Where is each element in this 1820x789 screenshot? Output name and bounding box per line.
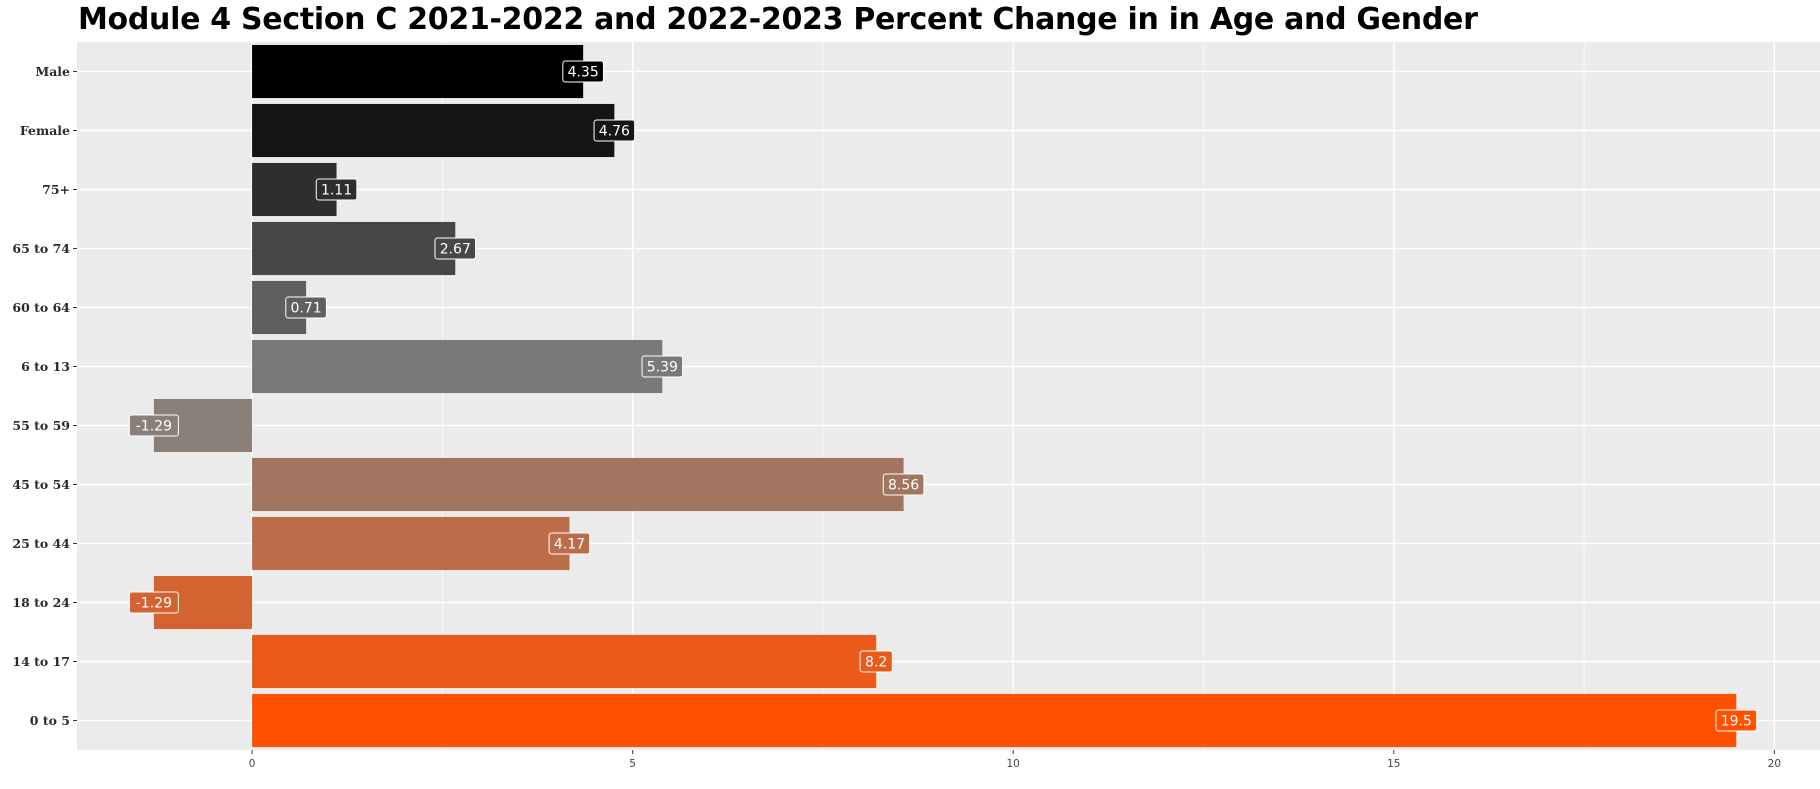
bar xyxy=(252,634,877,689)
chart-title: Module 4 Section C 2021-2022 and 2022-20… xyxy=(78,2,1478,37)
bar xyxy=(252,221,456,276)
bar xyxy=(252,339,663,394)
data-label: -1.29 xyxy=(136,419,172,435)
x-tick-label: 10 xyxy=(1007,758,1020,770)
y-tick-label: 18 to 24 xyxy=(12,595,70,610)
y-tick-label: 45 to 54 xyxy=(12,477,70,492)
data-label: 4.76 xyxy=(599,124,630,140)
data-label-box xyxy=(593,119,636,142)
data-label: 19.5 xyxy=(1721,714,1752,730)
data-label-box xyxy=(1715,709,1758,732)
x-tick-label: 20 xyxy=(1768,758,1781,770)
y-tick-label: 60 to 64 xyxy=(12,300,70,315)
y-tick-label: 0 to 5 xyxy=(30,713,70,728)
bar xyxy=(252,103,615,158)
data-label-box xyxy=(641,355,684,378)
data-label-box xyxy=(548,532,591,555)
bar xyxy=(252,44,584,99)
y-tick-label: 55 to 59 xyxy=(12,418,70,433)
data-label: 2.67 xyxy=(440,242,471,258)
y-tick-label: 14 to 17 xyxy=(12,654,70,669)
data-label: 1.11 xyxy=(321,183,352,199)
y-tick-label: Male xyxy=(35,64,70,79)
data-label: 4.35 xyxy=(568,65,599,81)
data-label: 5.39 xyxy=(647,360,678,376)
data-label-box xyxy=(859,650,893,673)
data-label-box xyxy=(315,178,358,201)
data-label-box xyxy=(128,414,179,437)
x-tick-label: 5 xyxy=(629,758,636,770)
data-label: -1.29 xyxy=(136,596,172,612)
bar xyxy=(252,516,570,571)
plot-panel xyxy=(77,42,1820,750)
y-tick-label: 6 to 13 xyxy=(21,359,70,374)
data-label: 4.17 xyxy=(554,537,585,553)
y-tick-label: 25 to 44 xyxy=(12,536,70,551)
data-label-box xyxy=(128,591,179,614)
data-label: 8.2 xyxy=(865,655,887,671)
x-tick-label: 15 xyxy=(1387,758,1400,770)
y-tick-label: 65 to 74 xyxy=(12,241,70,256)
data-label-box xyxy=(562,60,604,83)
y-tick-label: Female xyxy=(20,123,70,138)
data-label: 8.56 xyxy=(888,478,919,494)
data-label-box xyxy=(434,237,477,260)
y-tick-label: 75+ xyxy=(42,182,70,197)
bar xyxy=(252,457,904,512)
data-label: 0.71 xyxy=(291,301,322,317)
x-tick-label: 0 xyxy=(249,758,256,770)
data-label-box xyxy=(882,473,925,496)
bar xyxy=(252,693,1737,748)
data-label-box xyxy=(285,296,327,319)
